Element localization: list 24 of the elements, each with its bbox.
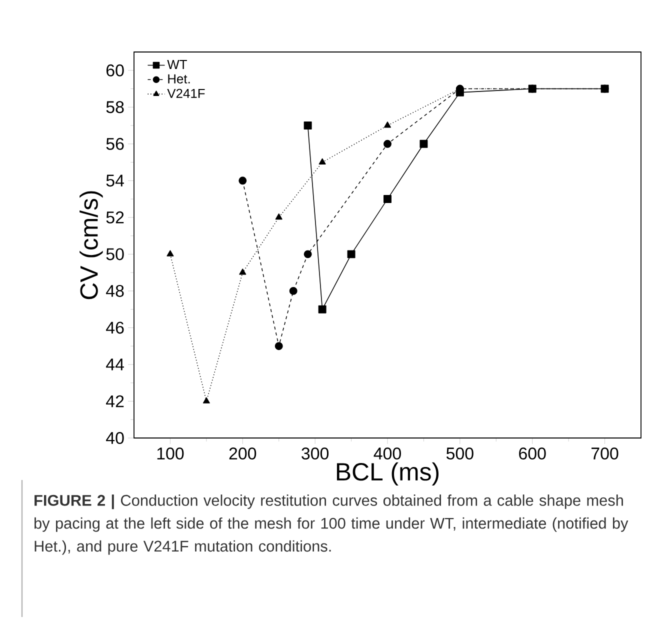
x-tick-label: 300 (302, 448, 329, 460)
y-tick-label: 40 (106, 432, 124, 444)
y-tick-label: 52 (106, 212, 124, 224)
y-tick-label: 60 (106, 64, 124, 77)
y-tick-label: 42 (106, 396, 124, 408)
y-tick-label: 56 (106, 138, 124, 150)
x-tick-label: 700 (592, 448, 618, 460)
legend-label: WT (167, 60, 187, 70)
y-tick-label: 48 (106, 285, 124, 298)
x-axis-title: BCL (ms) (336, 462, 439, 486)
y-axis-title: CV (cm/s) (80, 191, 103, 300)
y-tick-label: 46 (106, 322, 124, 334)
y-tick-label: 50 (106, 248, 124, 260)
legend-label: Het. (168, 74, 190, 84)
y-tick-label: 58 (106, 101, 124, 114)
y-tick-label: 54 (106, 174, 124, 187)
legend-label: V241F (167, 89, 205, 98)
x-tick-label: 100 (157, 448, 184, 460)
y-tick-label: 44 (106, 358, 124, 370)
x-tick-label: 600 (519, 448, 546, 460)
x-tick-label: 500 (446, 448, 474, 460)
text: FIGURE 2 | Conduction velocity restitution curves obtained from a cable shape mesh by pacing at the left side of the mesh for 100 time under WT, intermediate (notified by Het.), and pure V241F mutation conditions. (34, 494, 628, 555)
x-tick-label: 200 (229, 448, 256, 460)
x-tick-label: 400 (374, 448, 401, 460)
